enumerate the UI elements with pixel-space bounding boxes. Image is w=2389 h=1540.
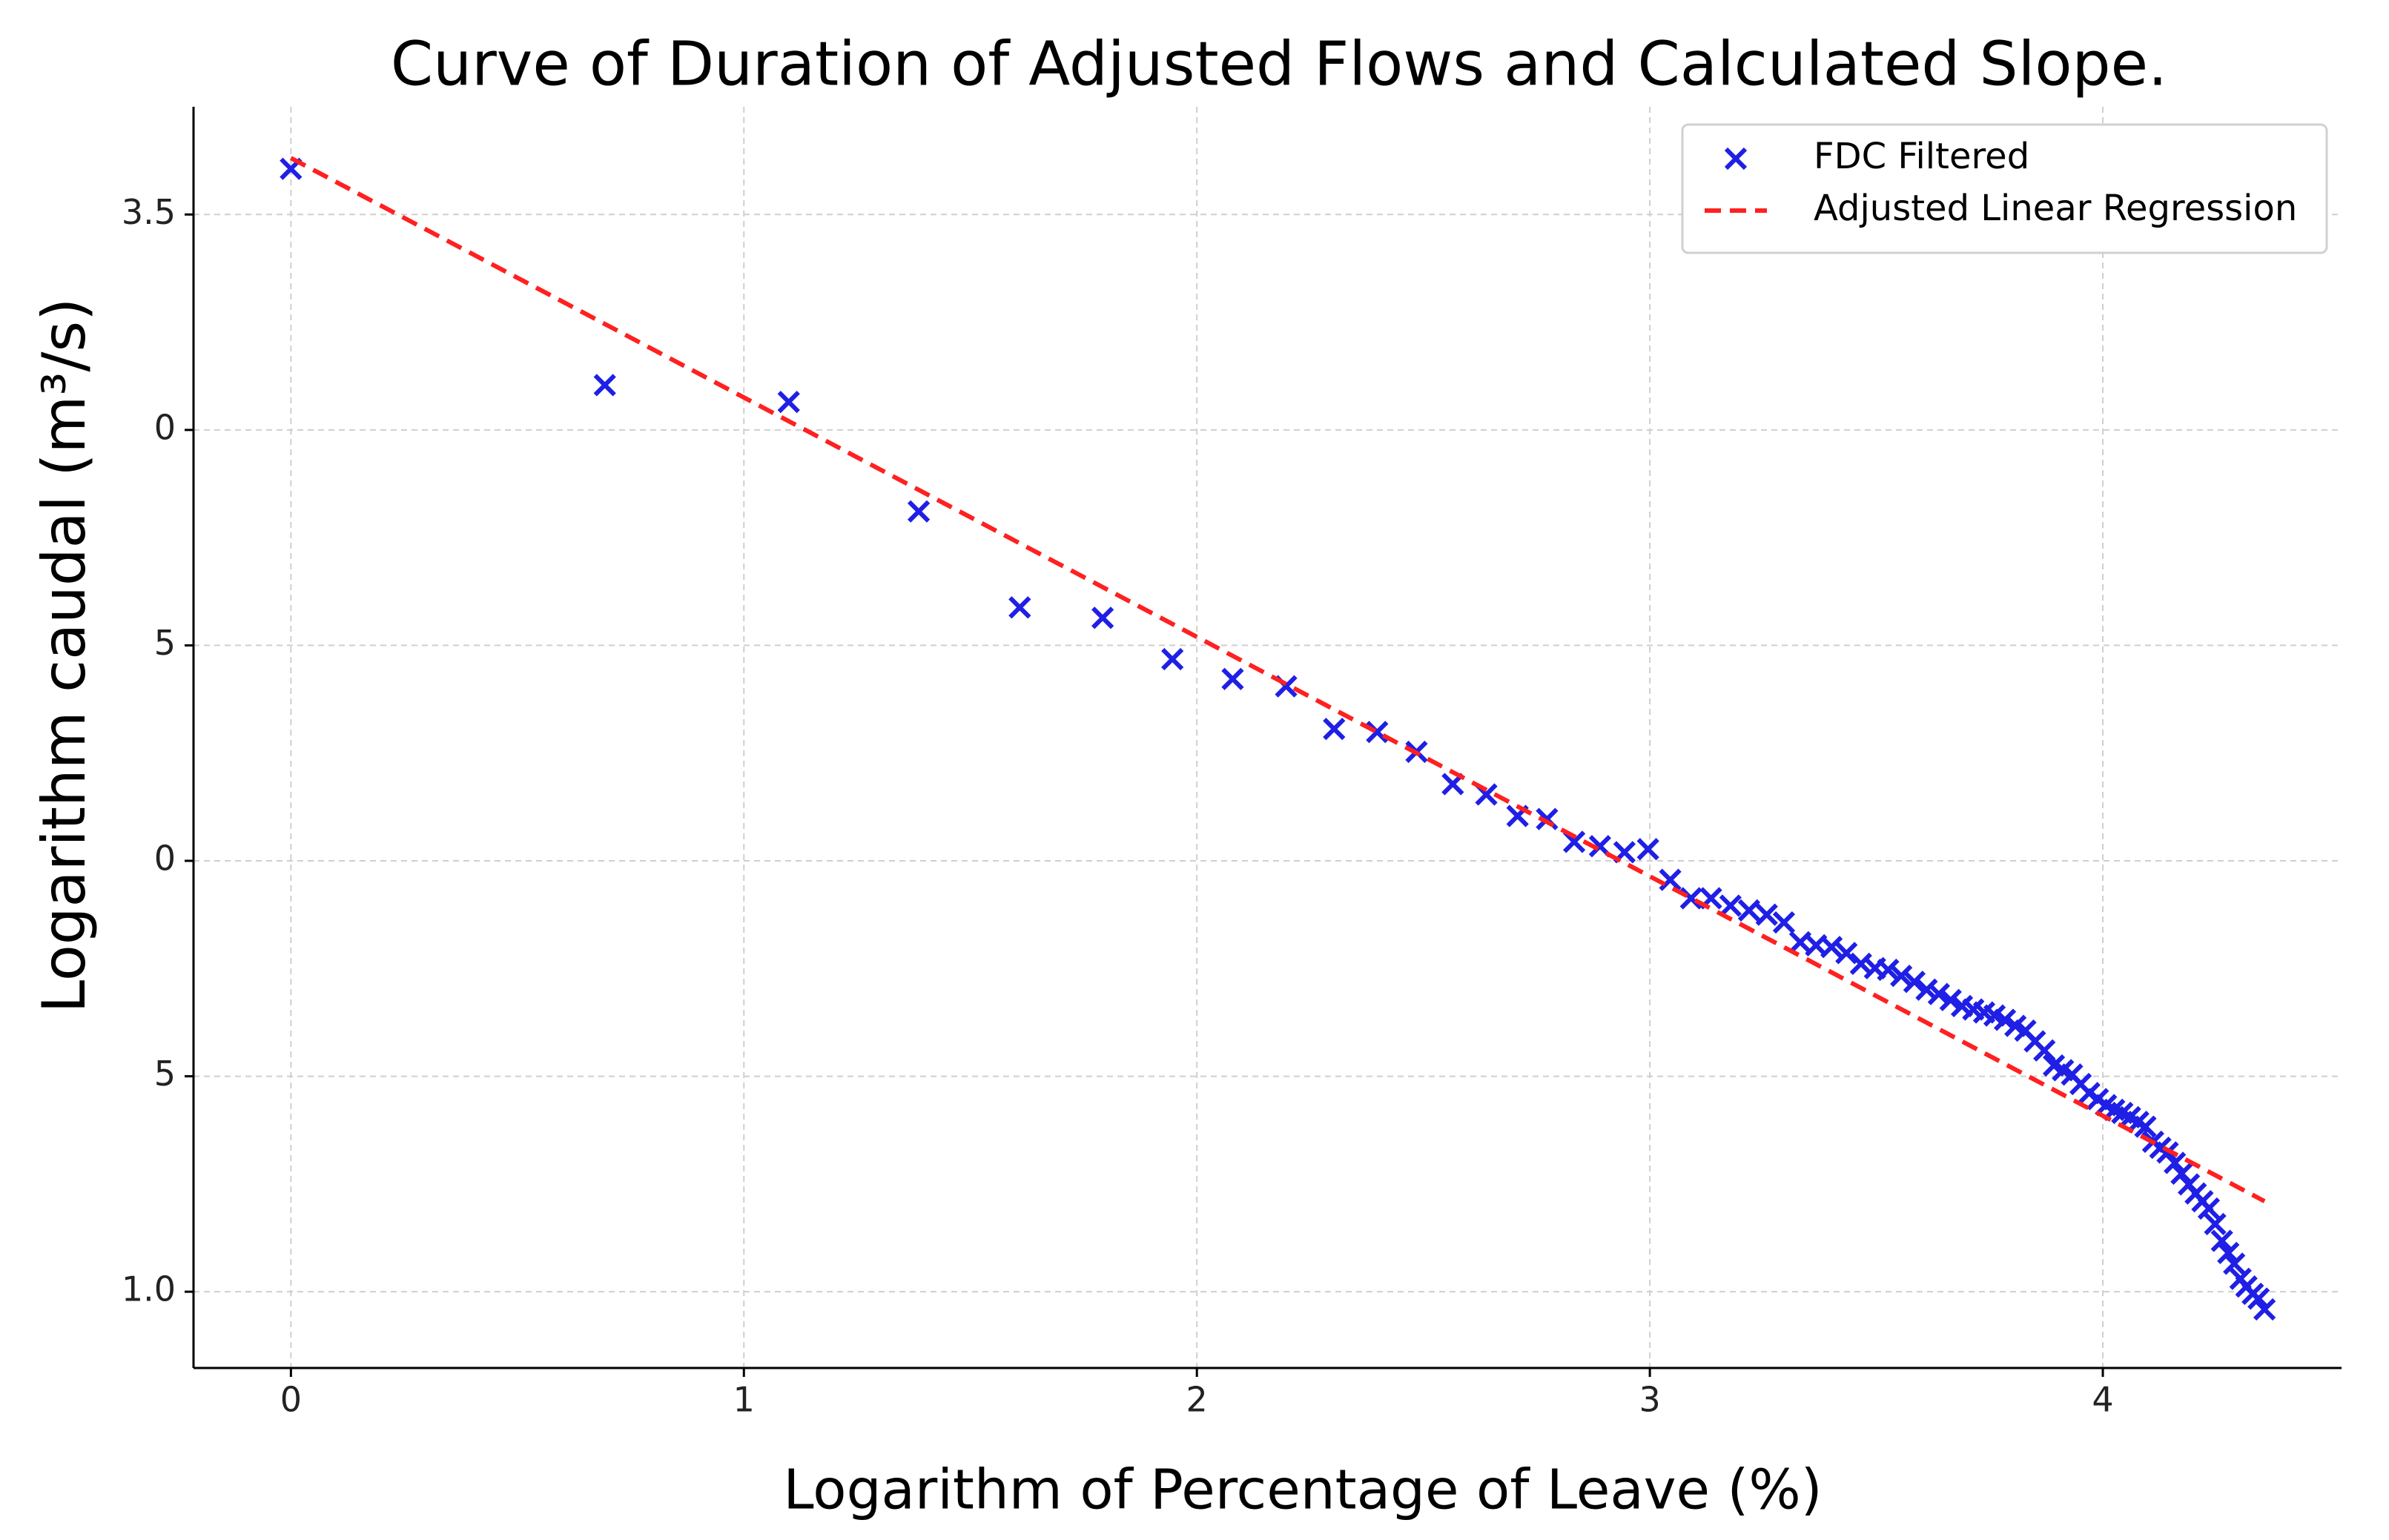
- scatter-point: [1820, 936, 1843, 959]
- scatter-point: [593, 374, 616, 397]
- scatter-point: [2223, 1252, 2246, 1275]
- scatter-point: [2197, 1197, 2221, 1220]
- scatter-point: [2253, 1298, 2276, 1321]
- scatter-point: [1679, 887, 1702, 910]
- scatter-point: [1993, 1008, 2017, 1031]
- x-tick-label: 2: [1186, 1380, 1208, 1420]
- chart-title: Curve of Duration of Adjusted Flows and …: [391, 29, 2167, 99]
- scatter-point: [2164, 1151, 2187, 1174]
- scatter-point: [777, 390, 800, 414]
- scatter-point: [1915, 978, 1938, 1001]
- legend-box: [1681, 123, 2328, 254]
- scatter-point: [1737, 899, 1761, 922]
- legend-marker: [1724, 147, 1748, 171]
- x-tick-label: 3: [1639, 1380, 1660, 1420]
- scatter-point: [2247, 1287, 2270, 1310]
- scatter-point: [1719, 894, 1742, 917]
- scatter-point: [1366, 721, 1389, 744]
- y-tick-label: 1.0: [122, 1269, 176, 1309]
- scatter-point: [1636, 838, 1659, 861]
- x-tick-label: 4: [2092, 1380, 2113, 1420]
- y-tick-label: 5: [154, 1054, 176, 1094]
- y-tick-label: 5: [154, 623, 176, 663]
- scatter-point: [2170, 1162, 2193, 1186]
- scatter-point: [1927, 982, 1951, 1005]
- scatter-point: [1755, 903, 1778, 926]
- scatter-point: [1939, 988, 1962, 1011]
- scatter-point: [1536, 807, 1559, 830]
- scatter-point: [1772, 911, 1796, 934]
- y-tick-label: 0: [154, 407, 176, 447]
- scatter-point: [2134, 1115, 2157, 1138]
- scatter-point: [907, 500, 931, 523]
- regression-line: [289, 156, 2266, 1203]
- scatter-point: [1161, 647, 1184, 671]
- legend-label: FDC Filtered: [1814, 136, 2029, 177]
- scatter-point: [1323, 718, 1346, 741]
- scatter-point: [2033, 1039, 2056, 1062]
- scatter-point: [2210, 1229, 2233, 1252]
- scatter-point: [1221, 667, 1244, 690]
- y-tick-label: 3.5: [122, 192, 176, 232]
- x-tick-label: 0: [280, 1380, 302, 1420]
- scatter-point: [1877, 958, 1900, 982]
- scatter-point: [2217, 1241, 2240, 1264]
- scatter-point: [1835, 942, 1858, 965]
- scatter-point: [1091, 607, 1114, 629]
- scatter-point: [1659, 868, 1682, 891]
- scatter-point: [1008, 596, 1031, 619]
- y-axis-label: Logarithm caudal (m³/s): [30, 298, 99, 1014]
- scatter-point: [2204, 1212, 2227, 1236]
- x-tick-label: 1: [733, 1380, 755, 1420]
- y-tick-label: 0: [154, 838, 176, 878]
- legend-label: Adjusted Linear Regression: [1814, 188, 2297, 229]
- scatter-point: [1903, 971, 1926, 994]
- scatter-point: [1890, 965, 1913, 988]
- x-axis-label: Logarithm of Percentage of Leave (%): [783, 1458, 1822, 1522]
